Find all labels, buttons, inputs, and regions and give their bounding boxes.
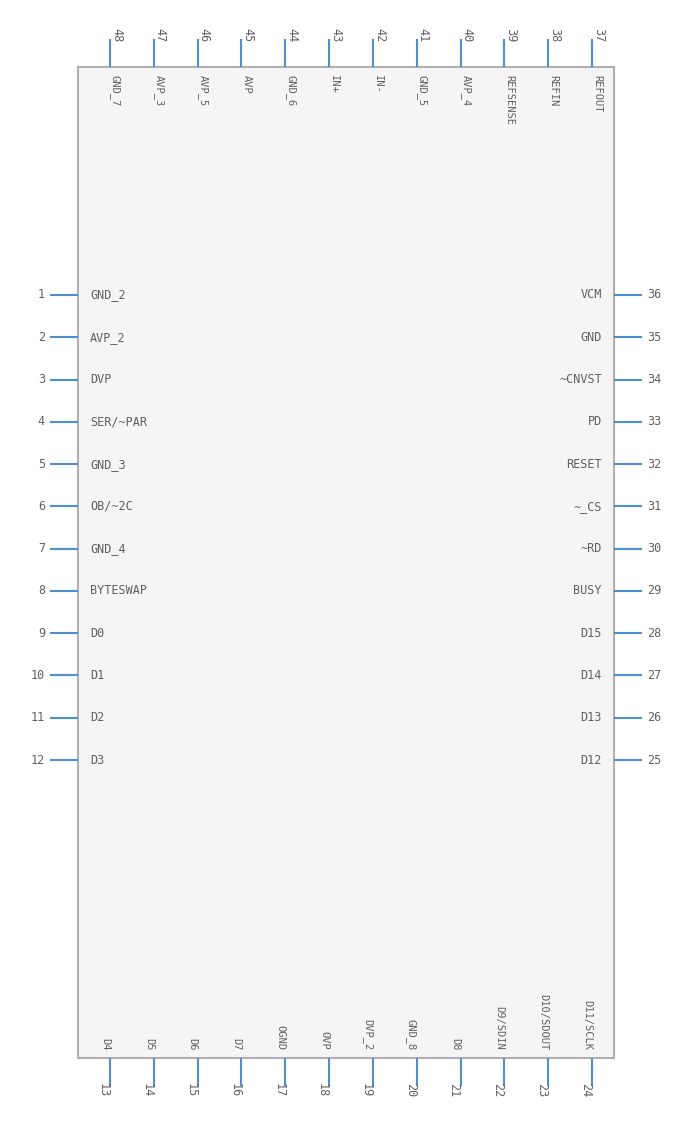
Text: 21: 21 [448,1083,460,1098]
Text: 23: 23 [535,1083,548,1098]
Text: 40: 40 [460,28,473,42]
Text: IN-: IN- [373,74,383,94]
Text: D13: D13 [581,712,602,724]
Text: 45: 45 [241,28,255,42]
Text: BYTESWAP: BYTESWAP [90,584,147,598]
Text: 22: 22 [491,1083,504,1098]
Text: 10: 10 [31,669,45,682]
Text: 38: 38 [548,28,561,42]
Text: 18: 18 [316,1083,329,1098]
Text: AVP: AVP [241,74,251,94]
Text: D8: D8 [451,1038,460,1050]
Text: GND: GND [581,331,602,344]
Text: 4: 4 [38,415,45,429]
Text: 39: 39 [504,28,517,42]
Text: D2: D2 [90,712,105,724]
Text: OGND: OGND [275,1025,286,1050]
Text: D0: D0 [90,627,105,640]
Text: GND_5: GND_5 [417,74,428,106]
Text: GND_3: GND_3 [90,458,126,470]
Text: BUSY: BUSY [574,584,602,598]
Text: REFIN: REFIN [548,74,558,106]
Text: IN+: IN+ [329,74,339,94]
Text: ~RD: ~RD [581,543,602,555]
Text: 2: 2 [38,331,45,344]
Text: 8: 8 [38,584,45,598]
Text: 17: 17 [272,1083,286,1098]
Text: 26: 26 [647,712,661,724]
Text: D7: D7 [231,1038,241,1050]
Text: D5: D5 [144,1038,154,1050]
Text: 35: 35 [647,331,661,344]
Text: 15: 15 [184,1083,197,1098]
Text: D12: D12 [581,754,602,767]
Text: 31: 31 [647,500,661,513]
Text: DVP_2: DVP_2 [362,1019,373,1050]
Text: AVP_5: AVP_5 [197,74,208,106]
Text: 47: 47 [154,28,166,42]
Text: 48: 48 [110,28,123,42]
Text: 27: 27 [647,669,661,682]
Text: 1: 1 [38,289,45,301]
Text: REFOUT: REFOUT [592,74,602,113]
Text: 7: 7 [38,543,45,555]
Text: 5: 5 [38,458,45,470]
Text: GND_6: GND_6 [286,74,296,106]
Text: 6: 6 [38,500,45,513]
Text: D15: D15 [581,627,602,640]
Text: 43: 43 [329,28,342,42]
Text: 29: 29 [647,584,661,598]
Text: SER/~PAR: SER/~PAR [90,415,147,429]
Text: PD: PD [588,415,602,429]
Text: OB/~2C: OB/~2C [90,500,133,513]
Text: AVP_2: AVP_2 [90,331,126,344]
Text: D11/SCLK: D11/SCLK [582,1001,592,1050]
Text: AVP_4: AVP_4 [460,74,471,106]
Text: 20: 20 [404,1083,417,1098]
Text: D1: D1 [90,669,105,682]
Text: 9: 9 [38,627,45,640]
Text: ~CNVST: ~CNVST [559,373,602,386]
Text: ~_CS: ~_CS [574,500,602,513]
Text: 41: 41 [417,28,430,42]
Text: D4: D4 [100,1038,110,1050]
Text: AVP_3: AVP_3 [154,74,164,106]
Text: DVP: DVP [90,373,111,386]
Text: GND_8: GND_8 [406,1019,417,1050]
Text: 12: 12 [31,754,45,767]
Text: D3: D3 [90,754,105,767]
Text: D9/SDIN: D9/SDIN [495,1006,504,1050]
Text: RESET: RESET [566,458,602,470]
Text: 13: 13 [97,1083,110,1098]
Text: D6: D6 [188,1038,197,1050]
Text: GND_7: GND_7 [110,74,121,106]
Text: GND_2: GND_2 [90,289,126,301]
Text: D14: D14 [581,669,602,682]
Text: 28: 28 [647,627,661,640]
Text: VCM: VCM [581,289,602,301]
Text: 32: 32 [647,458,661,470]
Text: D10/SDOUT: D10/SDOUT [538,994,548,1050]
Text: 25: 25 [647,754,661,767]
Text: 46: 46 [197,28,211,42]
Text: 14: 14 [141,1083,154,1098]
Text: 19: 19 [360,1083,373,1098]
Text: 44: 44 [286,28,299,42]
Text: 24: 24 [579,1083,592,1098]
Text: 16: 16 [228,1083,241,1098]
Text: 37: 37 [592,28,605,42]
Text: OVP: OVP [319,1031,329,1050]
Bar [78,67,614,1058]
Text: 36: 36 [647,289,661,301]
Text: 11: 11 [31,712,45,724]
Text: 34: 34 [647,373,661,386]
Text: 33: 33 [647,415,661,429]
Text: REFSENSE: REFSENSE [504,74,515,125]
Text: 30: 30 [647,543,661,555]
Text: 3: 3 [38,373,45,386]
Text: GND_4: GND_4 [90,543,126,555]
Text: 42: 42 [373,28,386,42]
